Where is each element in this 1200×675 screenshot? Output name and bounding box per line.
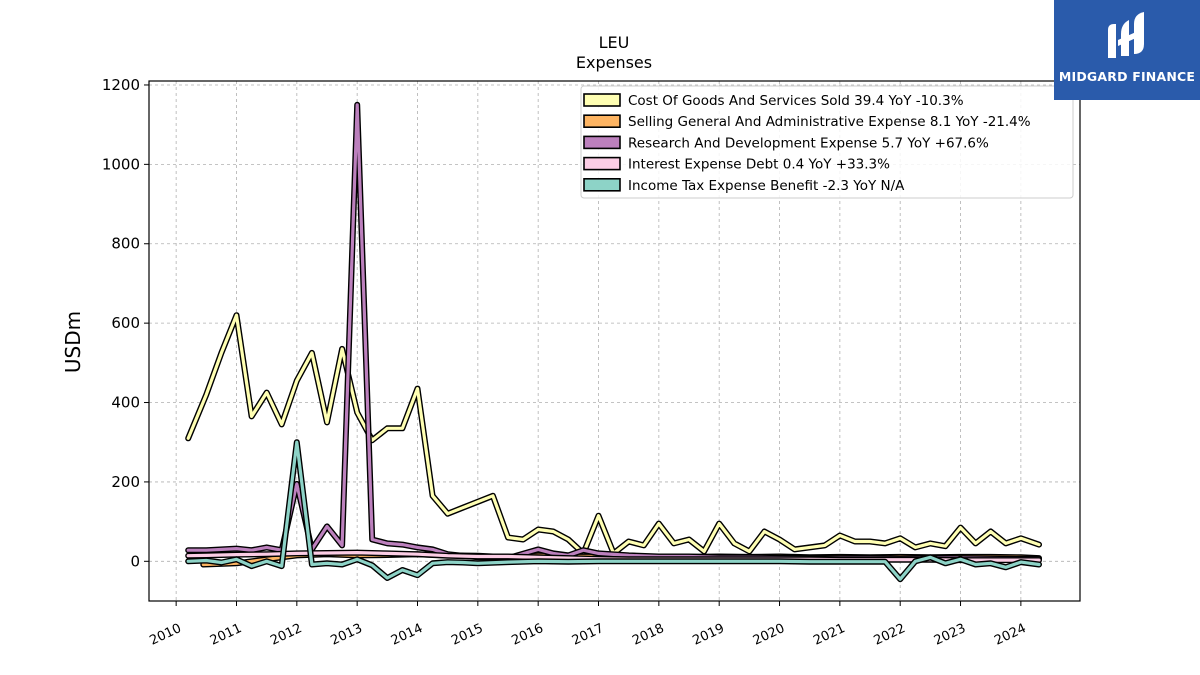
legend-swatch-research-and-development-expense <box>583 135 621 150</box>
series-line-income-tax-expense-benefit <box>186 440 1041 581</box>
legend-label-research-and-development-expense: Research And Development Expense 5.7 YoY… <box>628 135 989 151</box>
x-tick-label: 2021 <box>811 621 847 649</box>
x-tick-label: 2017 <box>570 621 606 649</box>
y-tick-label: 600 <box>111 314 140 332</box>
legend-label-income-tax-expense-benefit: Income Tax Expense Benefit -2.3 YoY N/A <box>628 178 905 194</box>
y-tick-label: 1000 <box>102 155 140 173</box>
legend-swatch-income-tax-expense-benefit <box>583 178 621 192</box>
logo-text: MIDGARD FINANCE <box>1058 69 1196 84</box>
y-tick-label: 400 <box>111 394 140 412</box>
x-tick-label: 2023 <box>932 621 968 649</box>
x-tick-label: 2016 <box>510 621 546 649</box>
y-axis: 0 200 400 600 800 1000 1200 <box>102 76 149 570</box>
x-tick-label: 2011 <box>208 621 244 649</box>
x-tick-label: 2013 <box>329 621 365 649</box>
legend-swatch-selling-general-and-administrative-expense <box>583 114 621 128</box>
logo-mark-icon <box>1108 12 1144 58</box>
x-tick-label: 2022 <box>872 621 908 649</box>
plot-frame <box>148 80 1081 602</box>
y-tick-label: 0 <box>130 552 140 570</box>
y-tick-label: 1200 <box>102 76 140 94</box>
x-tick-label: 2020 <box>751 621 787 649</box>
legend-swatch-cost-of-goods-and-services-sold <box>583 93 621 107</box>
midgard-finance-logo: MIDGARD FINANCE <box>1054 0 1200 100</box>
x-axis: 2010 2011 2012 2013 2014 2015 2016 2017 2018 2019… <box>148 601 1029 649</box>
y-axis-label: USDm <box>61 311 85 373</box>
x-tick-label: 2024 <box>992 621 1028 649</box>
x-tick-label: 2019 <box>691 621 727 649</box>
y-tick-label: 800 <box>111 235 140 253</box>
x-tick-label: 2010 <box>148 621 184 649</box>
legend-label-selling-general-and-administrative-expense: Selling General And Administrative Expen… <box>628 114 1031 130</box>
series-line-cost-of-goods-and-services-sold <box>186 313 1041 556</box>
series-layer <box>185 101 1042 583</box>
x-tick-label: 2018 <box>630 621 666 649</box>
x-tick-label: 2015 <box>449 621 485 649</box>
x-tick-label: 2014 <box>389 621 425 649</box>
legend: Cost Of Goods And Services Sold 39.4 YoY… <box>580 85 1074 199</box>
y-tick-label: 200 <box>111 473 140 491</box>
legend-box <box>580 85 1074 199</box>
chart-title: LEU <box>599 33 630 52</box>
legend-swatch-interest-expense-debt <box>583 156 621 171</box>
x-tick-label: 2012 <box>268 621 304 649</box>
chart-subtitle: Expenses <box>576 53 652 72</box>
legend-label-interest-expense-debt: Interest Expense Debt 0.4 YoY +33.3% <box>628 157 890 173</box>
series-outline-cost-of-goods-and-services-sold <box>185 312 1042 557</box>
legend-label-cost-of-goods-and-services-sold: Cost Of Goods And Services Sold 39.4 YoY… <box>628 93 964 109</box>
